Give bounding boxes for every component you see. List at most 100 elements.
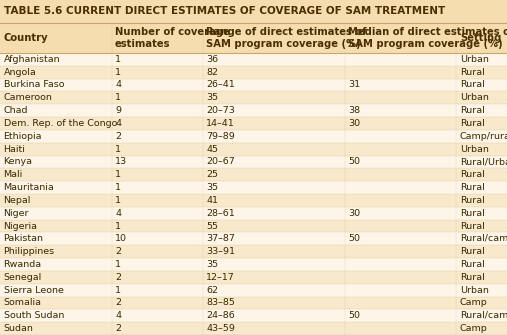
Text: 1: 1 xyxy=(115,221,121,230)
FancyBboxPatch shape xyxy=(456,271,507,284)
FancyBboxPatch shape xyxy=(345,258,456,271)
FancyBboxPatch shape xyxy=(0,284,112,296)
Text: Kenya: Kenya xyxy=(4,157,32,166)
FancyBboxPatch shape xyxy=(345,91,456,104)
Text: 25: 25 xyxy=(206,170,219,179)
Text: 2: 2 xyxy=(115,273,121,282)
Text: 13: 13 xyxy=(115,157,127,166)
FancyBboxPatch shape xyxy=(203,79,345,91)
FancyBboxPatch shape xyxy=(345,168,456,181)
FancyBboxPatch shape xyxy=(345,23,456,53)
FancyBboxPatch shape xyxy=(456,168,507,181)
FancyBboxPatch shape xyxy=(345,53,456,66)
FancyBboxPatch shape xyxy=(0,194,112,207)
Text: Country: Country xyxy=(4,33,48,43)
FancyBboxPatch shape xyxy=(112,309,203,322)
Text: 14–41: 14–41 xyxy=(206,119,235,128)
FancyBboxPatch shape xyxy=(345,220,456,232)
Text: Number of coverage
estimates: Number of coverage estimates xyxy=(115,27,230,49)
Text: 2: 2 xyxy=(115,132,121,141)
FancyBboxPatch shape xyxy=(0,232,112,245)
Text: 1: 1 xyxy=(115,286,121,294)
Text: Senegal: Senegal xyxy=(4,273,42,282)
Text: Rural/camp: Rural/camp xyxy=(460,234,507,243)
FancyBboxPatch shape xyxy=(0,181,112,194)
Text: 50: 50 xyxy=(348,234,360,243)
Text: 2: 2 xyxy=(115,247,121,256)
FancyBboxPatch shape xyxy=(345,155,456,168)
FancyBboxPatch shape xyxy=(0,220,112,232)
FancyBboxPatch shape xyxy=(112,130,203,143)
FancyBboxPatch shape xyxy=(112,168,203,181)
Text: 50: 50 xyxy=(348,157,360,166)
FancyBboxPatch shape xyxy=(112,284,203,296)
Text: 4: 4 xyxy=(115,311,121,320)
Text: 45: 45 xyxy=(206,145,219,153)
FancyBboxPatch shape xyxy=(456,194,507,207)
Text: 4: 4 xyxy=(115,209,121,218)
FancyBboxPatch shape xyxy=(456,79,507,91)
Text: Rural: Rural xyxy=(460,68,485,77)
FancyBboxPatch shape xyxy=(0,23,112,53)
Text: 9: 9 xyxy=(115,106,121,115)
Text: Camp: Camp xyxy=(460,324,488,333)
Text: Cameroon: Cameroon xyxy=(4,93,52,102)
Text: Rural: Rural xyxy=(460,80,485,89)
FancyBboxPatch shape xyxy=(0,130,112,143)
FancyBboxPatch shape xyxy=(456,245,507,258)
FancyBboxPatch shape xyxy=(345,322,456,335)
FancyBboxPatch shape xyxy=(345,181,456,194)
FancyBboxPatch shape xyxy=(0,66,112,79)
Text: 20–67: 20–67 xyxy=(206,157,235,166)
FancyBboxPatch shape xyxy=(456,322,507,335)
Text: Rwanda: Rwanda xyxy=(4,260,42,269)
FancyBboxPatch shape xyxy=(203,53,345,66)
FancyBboxPatch shape xyxy=(456,117,507,130)
FancyBboxPatch shape xyxy=(0,91,112,104)
Text: Rural: Rural xyxy=(460,183,485,192)
Text: Rural: Rural xyxy=(460,119,485,128)
Text: Niger: Niger xyxy=(4,209,29,218)
FancyBboxPatch shape xyxy=(203,271,345,284)
Text: 55: 55 xyxy=(206,221,219,230)
Text: Sierra Leone: Sierra Leone xyxy=(4,286,63,294)
FancyBboxPatch shape xyxy=(203,258,345,271)
FancyBboxPatch shape xyxy=(345,309,456,322)
FancyBboxPatch shape xyxy=(203,220,345,232)
Text: Somalia: Somalia xyxy=(4,298,42,308)
Text: 41: 41 xyxy=(206,196,219,205)
FancyBboxPatch shape xyxy=(203,168,345,181)
FancyBboxPatch shape xyxy=(456,258,507,271)
FancyBboxPatch shape xyxy=(456,91,507,104)
FancyBboxPatch shape xyxy=(345,271,456,284)
FancyBboxPatch shape xyxy=(112,66,203,79)
FancyBboxPatch shape xyxy=(345,284,456,296)
FancyBboxPatch shape xyxy=(0,296,112,309)
FancyBboxPatch shape xyxy=(203,66,345,79)
FancyBboxPatch shape xyxy=(0,245,112,258)
FancyBboxPatch shape xyxy=(456,130,507,143)
Text: 50: 50 xyxy=(348,311,360,320)
FancyBboxPatch shape xyxy=(112,232,203,245)
Text: Median of direct estimates of
SAM program coverage (%): Median of direct estimates of SAM progra… xyxy=(348,27,507,49)
Text: Rural/Urban: Rural/Urban xyxy=(460,157,507,166)
FancyBboxPatch shape xyxy=(456,155,507,168)
FancyBboxPatch shape xyxy=(456,104,507,117)
FancyBboxPatch shape xyxy=(0,258,112,271)
Text: 35: 35 xyxy=(206,183,219,192)
FancyBboxPatch shape xyxy=(345,79,456,91)
Text: Range of direct estimates of
SAM program coverage (%): Range of direct estimates of SAM program… xyxy=(206,27,367,49)
FancyBboxPatch shape xyxy=(203,322,345,335)
Text: Rural: Rural xyxy=(460,196,485,205)
FancyBboxPatch shape xyxy=(0,143,112,155)
FancyBboxPatch shape xyxy=(112,117,203,130)
Text: 37–87: 37–87 xyxy=(206,234,235,243)
FancyBboxPatch shape xyxy=(112,23,203,53)
FancyBboxPatch shape xyxy=(203,130,345,143)
Text: Rural/camp: Rural/camp xyxy=(460,311,507,320)
Text: Dem. Rep. of the Congo: Dem. Rep. of the Congo xyxy=(4,119,117,128)
FancyBboxPatch shape xyxy=(203,296,345,309)
Text: Haiti: Haiti xyxy=(4,145,25,153)
FancyBboxPatch shape xyxy=(203,309,345,322)
Text: Rural: Rural xyxy=(460,106,485,115)
